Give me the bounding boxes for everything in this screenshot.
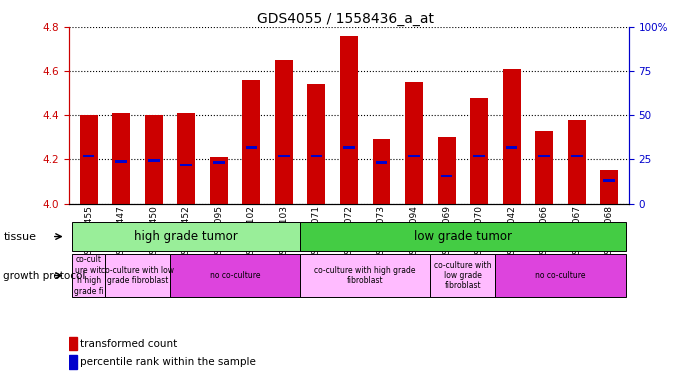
- Bar: [245, 146, 257, 149]
- Bar: [115, 160, 127, 163]
- Text: percentile rank within the sample: percentile rank within the sample: [80, 357, 256, 367]
- Bar: [343, 146, 354, 149]
- Text: no co-culture: no co-culture: [210, 271, 261, 280]
- Bar: [213, 161, 225, 164]
- Bar: [69, 337, 77, 350]
- Bar: [437, 137, 455, 204]
- Bar: [340, 36, 358, 204]
- Bar: [538, 155, 550, 157]
- Bar: [275, 60, 293, 204]
- Text: co-culture with
low grade
fibroblast: co-culture with low grade fibroblast: [434, 261, 491, 290]
- Text: co-culture with high grade
fibroblast: co-culture with high grade fibroblast: [314, 266, 416, 285]
- Bar: [180, 164, 192, 166]
- Bar: [473, 155, 485, 157]
- Text: high grade tumor: high grade tumor: [134, 230, 238, 243]
- Bar: [73, 222, 300, 251]
- Text: co-culture with low
grade fibroblast: co-culture with low grade fibroblast: [101, 266, 174, 285]
- Bar: [69, 355, 77, 369]
- Text: co-cult
ure wit
h high
grade fi: co-cult ure wit h high grade fi: [74, 255, 104, 296]
- Bar: [79, 115, 97, 204]
- Bar: [372, 139, 390, 204]
- Bar: [568, 120, 586, 204]
- Bar: [495, 254, 625, 297]
- Bar: [300, 254, 430, 297]
- Bar: [83, 155, 95, 157]
- Bar: [310, 155, 322, 157]
- Bar: [470, 98, 488, 204]
- Bar: [506, 146, 518, 149]
- Text: no co-culture: no co-culture: [536, 271, 586, 280]
- Text: tissue: tissue: [3, 232, 37, 242]
- Bar: [178, 113, 195, 204]
- Bar: [300, 222, 625, 251]
- Bar: [405, 82, 423, 204]
- Bar: [278, 155, 290, 157]
- Bar: [105, 254, 170, 297]
- Bar: [503, 69, 520, 204]
- Bar: [243, 80, 261, 204]
- Bar: [441, 175, 453, 177]
- Bar: [603, 179, 615, 182]
- Text: growth protocol: growth protocol: [3, 270, 86, 281]
- Bar: [307, 84, 325, 204]
- Bar: [536, 131, 553, 204]
- Bar: [430, 254, 495, 297]
- Bar: [148, 159, 160, 162]
- Text: GDS4055 / 1558436_a_at: GDS4055 / 1558436_a_at: [257, 12, 434, 25]
- Bar: [376, 161, 388, 164]
- Bar: [144, 115, 162, 204]
- Bar: [210, 157, 228, 204]
- Bar: [408, 155, 420, 157]
- Bar: [112, 113, 130, 204]
- Bar: [600, 170, 618, 204]
- Bar: [571, 155, 583, 157]
- Text: transformed count: transformed count: [80, 339, 178, 349]
- Bar: [170, 254, 300, 297]
- Bar: [73, 254, 105, 297]
- Text: low grade tumor: low grade tumor: [414, 230, 512, 243]
